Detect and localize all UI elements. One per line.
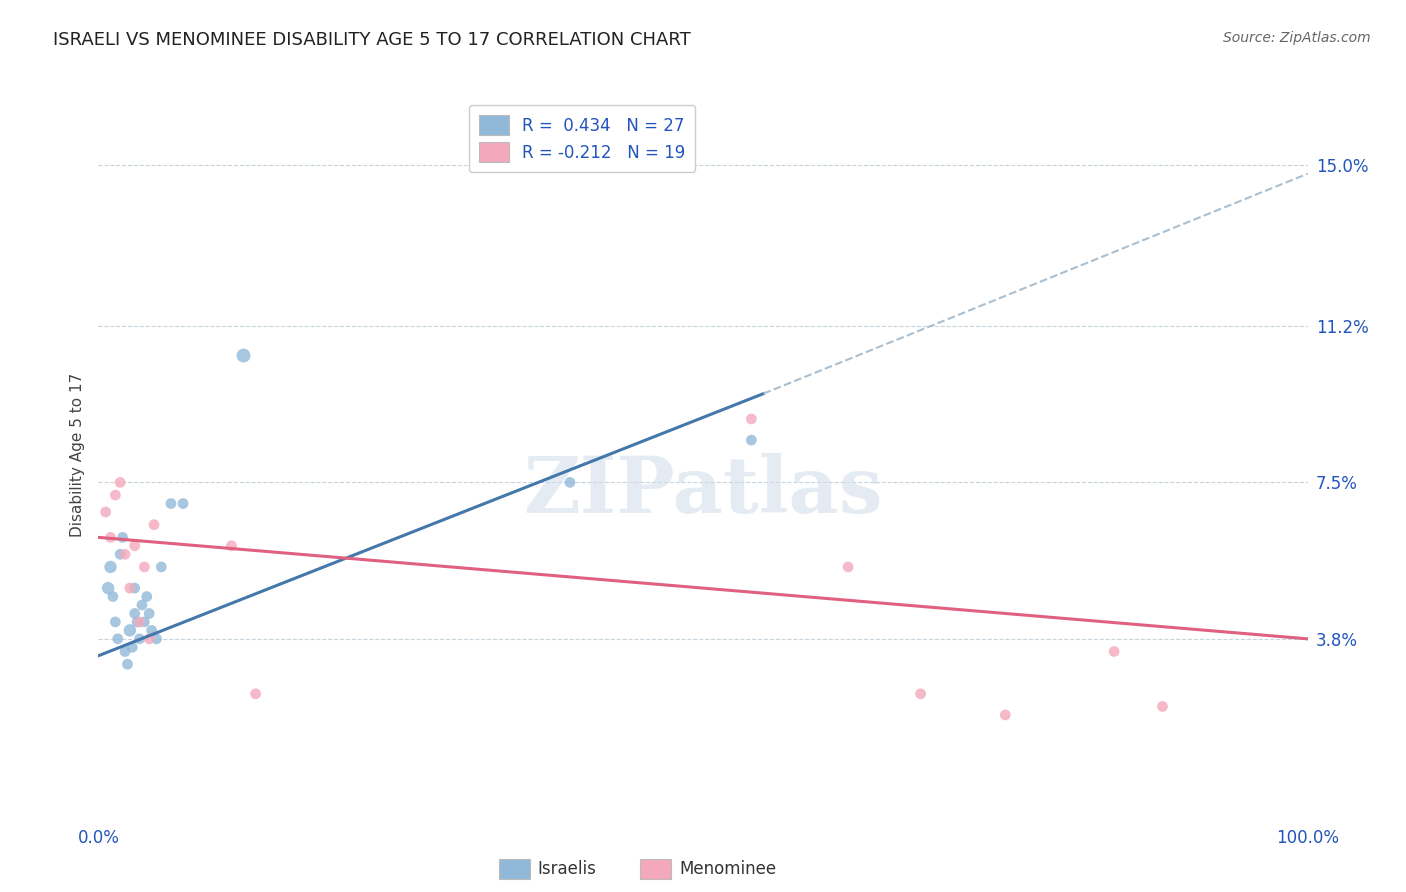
Point: [232, 349, 254, 363]
Point: [141, 624, 163, 638]
Point: [994, 708, 1017, 723]
Point: [121, 640, 143, 655]
Legend: R =  0.434   N = 27, R = -0.212   N = 19: R = 0.434 N = 27, R = -0.212 N = 19: [468, 105, 696, 172]
Point: [124, 581, 146, 595]
Point: [127, 615, 149, 629]
Point: [150, 560, 173, 574]
Point: [117, 657, 139, 672]
Point: [558, 475, 581, 490]
Point: [114, 644, 136, 658]
Point: [134, 560, 156, 574]
Point: [111, 530, 134, 544]
Text: Israelis: Israelis: [537, 860, 596, 878]
Point: [97, 581, 120, 595]
Point: [94, 505, 117, 519]
Point: [160, 497, 183, 511]
Point: [107, 632, 129, 646]
Point: [135, 590, 157, 604]
Point: [1102, 644, 1125, 658]
Point: [124, 539, 146, 553]
Text: Menominee: Menominee: [679, 860, 776, 878]
Point: [108, 547, 131, 561]
Point: [128, 615, 150, 629]
Point: [837, 560, 859, 574]
Point: [100, 530, 122, 544]
Point: [134, 615, 156, 629]
Point: [118, 581, 141, 595]
Text: ZIPatlas: ZIPatlas: [523, 453, 883, 530]
Point: [104, 615, 127, 629]
Text: ISRAELI VS MENOMINEE DISABILITY AGE 5 TO 17 CORRELATION CHART: ISRAELI VS MENOMINEE DISABILITY AGE 5 TO…: [53, 31, 692, 49]
Text: Source: ZipAtlas.com: Source: ZipAtlas.com: [1223, 31, 1371, 45]
Point: [740, 433, 762, 447]
Point: [245, 687, 267, 701]
Point: [740, 412, 762, 426]
Point: [114, 547, 136, 561]
Point: [100, 560, 122, 574]
Point: [104, 488, 127, 502]
Point: [145, 632, 167, 646]
Point: [108, 475, 131, 490]
Point: [101, 590, 124, 604]
Point: [143, 517, 166, 532]
Y-axis label: Disability Age 5 to 17: Disability Age 5 to 17: [69, 373, 84, 537]
Point: [172, 497, 194, 511]
Point: [1152, 699, 1174, 714]
Point: [124, 607, 146, 621]
Point: [131, 598, 153, 612]
Point: [138, 632, 160, 646]
Point: [128, 632, 150, 646]
Point: [910, 687, 932, 701]
Point: [221, 539, 243, 553]
Point: [138, 607, 160, 621]
Point: [118, 624, 141, 638]
